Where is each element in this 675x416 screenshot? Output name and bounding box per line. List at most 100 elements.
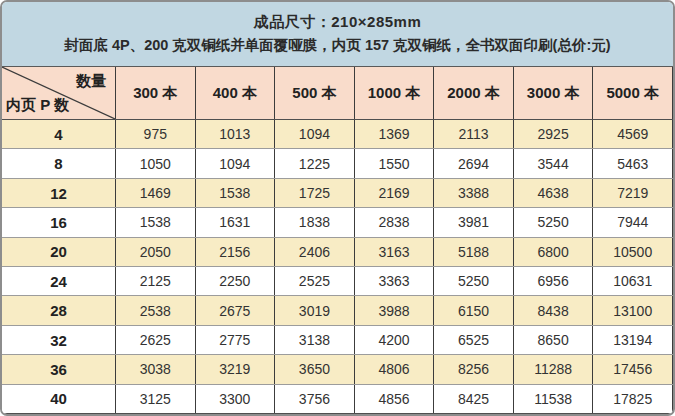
corner-cell: 数量 内页 P 数 <box>2 67 116 119</box>
pages-label: 4 <box>2 120 116 148</box>
price-cell: 5188 <box>434 238 514 266</box>
price-cell: 6956 <box>514 267 594 295</box>
price-cell: 1369 <box>355 120 435 148</box>
price-cell: 975 <box>116 120 196 148</box>
pages-label: 36 <box>2 355 116 383</box>
price-cell: 1725 <box>275 179 355 207</box>
price-cell: 2775 <box>196 326 276 354</box>
quantity-column-header: 300 本 <box>116 67 196 119</box>
price-cell: 1013 <box>196 120 276 148</box>
price-cell: 10500 <box>593 238 673 266</box>
pages-label: 12 <box>2 179 116 207</box>
price-cell: 2250 <box>196 267 276 295</box>
price-cell: 4806 <box>355 355 435 383</box>
price-cell: 2675 <box>196 296 276 324</box>
pages-axis-label: 内页 P 数 <box>6 96 69 115</box>
quantity-column-header: 3000 本 <box>514 67 594 119</box>
price-cell: 1469 <box>116 179 196 207</box>
price-cell: 3125 <box>116 385 196 413</box>
pages-label: 8 <box>2 149 116 177</box>
price-cell: 1538 <box>116 208 196 236</box>
price-cell: 3219 <box>196 355 276 383</box>
price-cell: 7944 <box>593 208 673 236</box>
price-cell: 2694 <box>434 149 514 177</box>
price-cell: 1631 <box>196 208 276 236</box>
pages-label: 32 <box>2 326 116 354</box>
price-cell: 3300 <box>196 385 276 413</box>
price-cell: 7219 <box>593 179 673 207</box>
price-cell: 3988 <box>355 296 435 324</box>
pages-label: 20 <box>2 238 116 266</box>
spec-header: 成品尺寸：210×285mm 封面底 4P、200 克双铜纸并单面覆哑膜，内页 … <box>2 2 673 67</box>
quantity-column-header: 5000 本 <box>593 67 673 119</box>
price-cell: 3163 <box>355 238 435 266</box>
pages-label: 24 <box>2 267 116 295</box>
price-cell: 8438 <box>514 296 594 324</box>
price-cell: 17456 <box>593 355 673 383</box>
table-row: 121469153817252169338846387219 <box>2 179 673 208</box>
finished-size-text: 成品尺寸：210×285mm <box>254 13 422 32</box>
price-cell: 5250 <box>514 208 594 236</box>
price-cell: 3038 <box>116 355 196 383</box>
price-cell: 2169 <box>355 179 435 207</box>
table-row: 2825382675301939886150843813100 <box>2 296 673 325</box>
price-cell: 17825 <box>593 385 673 413</box>
price-cell: 4200 <box>355 326 435 354</box>
quantity-column-header: 500 本 <box>275 67 355 119</box>
price-cell: 3650 <box>275 355 355 383</box>
price-cell: 3981 <box>434 208 514 236</box>
price-cell: 8425 <box>434 385 514 413</box>
price-cell: 1838 <box>275 208 355 236</box>
price-cell: 1538 <box>196 179 276 207</box>
price-cell: 8256 <box>434 355 514 383</box>
price-cell: 2050 <box>116 238 196 266</box>
quantity-column-header: 400 本 <box>196 67 276 119</box>
price-cell: 2113 <box>434 120 514 148</box>
price-cell: 11538 <box>514 385 594 413</box>
price-cell: 2525 <box>275 267 355 295</box>
table-row: 40312533003756485684251153817825 <box>2 385 673 414</box>
price-cell: 6525 <box>434 326 514 354</box>
price-cell: 6150 <box>434 296 514 324</box>
price-cell: 2406 <box>275 238 355 266</box>
table-row: 36303832193650480682561128817456 <box>2 355 673 384</box>
price-cell: 6800 <box>514 238 594 266</box>
price-cell: 1094 <box>275 120 355 148</box>
pages-label: 40 <box>2 385 116 413</box>
price-cell: 3138 <box>275 326 355 354</box>
price-cell: 3363 <box>355 267 435 295</box>
price-cell: 2925 <box>514 120 594 148</box>
table-row: 3226252775313842006525865013194 <box>2 326 673 355</box>
price-cell: 1094 <box>196 149 276 177</box>
price-cell: 3756 <box>275 385 355 413</box>
price-cell: 2838 <box>355 208 435 236</box>
price-rows: 4975101310941369211329254569810501094122… <box>2 120 673 414</box>
price-cell: 13100 <box>593 296 673 324</box>
pages-label: 28 <box>2 296 116 324</box>
price-cell: 10631 <box>593 267 673 295</box>
quantity-column-header: 1000 本 <box>355 67 435 119</box>
paper-spec-text: 封面底 4P、200 克双铜纸并单面覆哑膜，内页 157 克双铜纸，全书双面印刷… <box>64 36 610 55</box>
price-cell: 4856 <box>355 385 435 413</box>
price-cell: 2125 <box>116 267 196 295</box>
price-cell: 3388 <box>434 179 514 207</box>
price-table-card: 成品尺寸：210×285mm 封面底 4P、200 克双铜纸并单面覆哑膜，内页 … <box>0 0 675 416</box>
price-cell: 3019 <box>275 296 355 324</box>
price-cell: 11288 <box>514 355 594 383</box>
quantity-axis-label: 数量 <box>76 72 106 91</box>
price-cell: 2538 <box>116 296 196 324</box>
price-cell: 8650 <box>514 326 594 354</box>
price-cell: 5250 <box>434 267 514 295</box>
price-cell: 5463 <box>593 149 673 177</box>
quantity-column-header: 2000 本 <box>434 67 514 119</box>
price-cell: 3544 <box>514 149 594 177</box>
price-cell: 1550 <box>355 149 435 177</box>
table-row: 161538163118382838398152507944 <box>2 208 673 237</box>
table-row: 2421252250252533635250695610631 <box>2 267 673 296</box>
quantity-header-row: 数量 内页 P 数 300 本400 本500 本1000 本2000 本300… <box>2 67 673 120</box>
price-cell: 2625 <box>116 326 196 354</box>
price-cell: 1225 <box>275 149 355 177</box>
price-cell: 1050 <box>116 149 196 177</box>
price-cell: 2156 <box>196 238 276 266</box>
table-row: 2020502156240631635188680010500 <box>2 238 673 267</box>
